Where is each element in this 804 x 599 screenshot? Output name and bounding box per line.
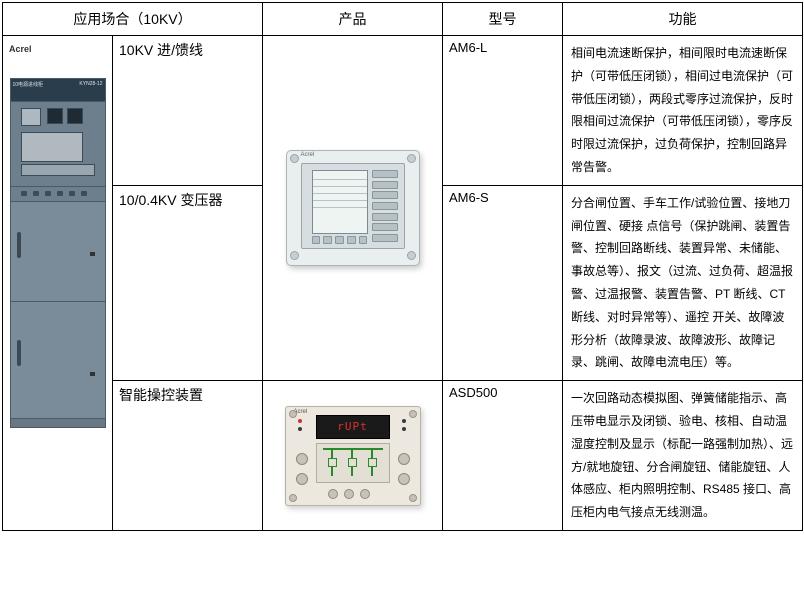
am6-device-illustration: Acrel xyxy=(286,150,420,266)
device-key-icon xyxy=(359,236,368,244)
screw-hole-icon xyxy=(289,410,297,418)
cabinet-top-plate: 10电源进线柜 KYN28-12 xyxy=(11,79,105,102)
device-button-icon xyxy=(372,213,398,221)
breaker-symbol-icon xyxy=(348,458,357,467)
cabinet-illustration: 10电源进线柜 KYN28-12 xyxy=(10,78,106,428)
cabinet-lower-door xyxy=(11,302,105,418)
rotary-knob-icon xyxy=(398,473,410,485)
socket-icon xyxy=(45,191,51,196)
cabinet-base xyxy=(11,418,105,427)
screw-hole-icon xyxy=(290,251,299,260)
led-indicator-icon xyxy=(298,427,302,431)
meter-icon xyxy=(21,108,41,126)
breaker-symbol-icon xyxy=(368,458,377,467)
screw-hole-icon xyxy=(407,154,416,163)
product-image-cell: Acrel xyxy=(263,36,443,381)
product-image-cell: Acrel rUPt xyxy=(263,381,443,531)
button-icon xyxy=(328,489,338,499)
handle-icon xyxy=(17,232,21,258)
socket-icon xyxy=(21,191,27,196)
application-image-cell: Acrel 10电源进线柜 KYN28-12 xyxy=(3,36,113,531)
model-label: ASD500 xyxy=(443,381,563,531)
function-description: 分合闸位置、手车工作/试验位置、接地刀闸位置、硬接 点信号（保护跳闸、装置告警、… xyxy=(563,185,803,380)
device-brand-label: Acrel xyxy=(301,152,315,158)
brand-label: Acrel xyxy=(9,44,108,54)
header-model: 型号 xyxy=(443,3,563,36)
cabinet-upper-door xyxy=(11,202,105,302)
rotary-knob-icon xyxy=(296,453,308,465)
model-label: AM6-S xyxy=(443,185,563,380)
handle-icon xyxy=(17,340,21,366)
model-label: AM6-L xyxy=(443,36,563,186)
screw-hole-icon xyxy=(409,494,417,502)
function-description: 一次回路动态模拟图、弹簧储能指示、高压带电显示及闭锁、验电、核相、自动温湿度控制… xyxy=(563,381,803,531)
label-strip-icon xyxy=(21,164,95,176)
button-row xyxy=(312,236,368,244)
relay-icon xyxy=(21,132,83,162)
screw-hole-icon xyxy=(290,154,299,163)
button-icon xyxy=(360,489,370,499)
cabinet-top-right-label: KYN28-12 xyxy=(79,81,102,99)
slot-icon xyxy=(90,252,95,256)
usecase-label: 10/0.4KV 变压器 xyxy=(113,185,263,380)
socket-icon xyxy=(33,191,39,196)
device-faceplate xyxy=(301,163,405,249)
device-button-icon xyxy=(372,191,398,199)
device-key-icon xyxy=(323,236,332,244)
device-key-icon xyxy=(335,236,344,244)
screw-hole-icon xyxy=(407,251,416,260)
led-indicator-icon xyxy=(402,419,406,423)
header-row: 应用场合（10KV） 产品 型号 功能 xyxy=(3,3,803,36)
table-row: 智能操控装置 Acrel rUPt xyxy=(3,381,803,531)
device-button-icon xyxy=(372,181,398,189)
device-key-icon xyxy=(347,236,356,244)
rotary-knob-icon xyxy=(398,453,410,465)
header-function: 功能 xyxy=(563,3,803,36)
device-button-icon xyxy=(372,170,398,178)
device-button-icon xyxy=(372,223,398,231)
socket-icon xyxy=(81,191,87,196)
socket-icon xyxy=(57,191,63,196)
button-icon xyxy=(344,489,354,499)
socket-icon xyxy=(69,191,75,196)
table-row: Acrel 10电源进线柜 KYN28-12 xyxy=(3,36,803,186)
device-key-icon xyxy=(312,236,321,244)
led-indicator-icon xyxy=(298,419,302,423)
device-button-icon xyxy=(372,202,398,210)
led-display: rUPt xyxy=(316,415,390,439)
meter-icon xyxy=(67,108,83,124)
cabinet-socket-row xyxy=(11,187,105,202)
rotary-knob-icon xyxy=(296,473,308,485)
button-column xyxy=(372,170,398,242)
breaker-symbol-icon xyxy=(328,458,337,467)
mimic-diagram xyxy=(316,443,390,483)
usecase-label: 10KV 进/馈线 xyxy=(113,36,263,186)
asd500-device-illustration: Acrel rUPt xyxy=(285,406,421,506)
lcd-screen-icon xyxy=(312,170,368,234)
function-description: 相间电流速断保护，相间限时电流速断保护（可带低压闭锁），相间过电流保护（可带低压… xyxy=(563,36,803,186)
screw-hole-icon xyxy=(289,494,297,502)
screw-hole-icon xyxy=(409,410,417,418)
usecase-label: 智能操控装置 xyxy=(113,381,263,531)
cabinet-top-left-label: 10电源进线柜 xyxy=(13,81,44,99)
meter-icon xyxy=(47,108,63,124)
header-application: 应用场合（10KV） xyxy=(3,3,263,36)
cabinet-instrument-panel xyxy=(11,102,105,187)
spec-table: 应用场合（10KV） 产品 型号 功能 Acrel 10电源进线柜 KYN28-… xyxy=(2,2,803,531)
device-button-icon xyxy=(372,234,398,242)
led-indicator-icon xyxy=(402,427,406,431)
slot-icon xyxy=(90,372,95,376)
header-product: 产品 xyxy=(263,3,443,36)
